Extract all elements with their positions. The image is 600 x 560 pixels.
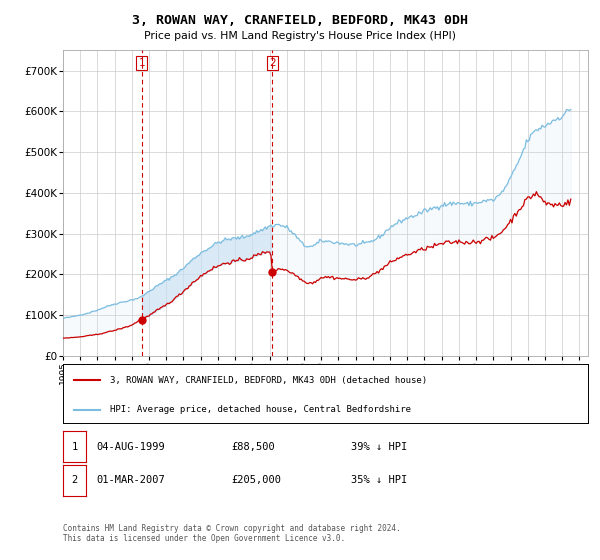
Text: 39% ↓ HPI: 39% ↓ HPI [351, 442, 407, 451]
Text: HPI: Average price, detached house, Central Bedfordshire: HPI: Average price, detached house, Cent… [110, 405, 411, 414]
Text: Contains HM Land Registry data © Crown copyright and database right 2024.
This d: Contains HM Land Registry data © Crown c… [63, 524, 401, 543]
Text: Price paid vs. HM Land Registry's House Price Index (HPI): Price paid vs. HM Land Registry's House … [144, 31, 456, 41]
Text: 01-MAR-2007: 01-MAR-2007 [96, 475, 165, 485]
Text: £88,500: £88,500 [231, 442, 275, 451]
Text: 2: 2 [269, 58, 276, 68]
Text: 35% ↓ HPI: 35% ↓ HPI [351, 475, 407, 485]
Text: 1: 1 [139, 58, 145, 68]
Text: £205,000: £205,000 [231, 475, 281, 485]
Text: 1: 1 [71, 442, 77, 451]
Text: 3, ROWAN WAY, CRANFIELD, BEDFORD, MK43 0DH: 3, ROWAN WAY, CRANFIELD, BEDFORD, MK43 0… [132, 14, 468, 27]
Text: 3, ROWAN WAY, CRANFIELD, BEDFORD, MK43 0DH (detached house): 3, ROWAN WAY, CRANFIELD, BEDFORD, MK43 0… [110, 376, 427, 385]
Text: 2: 2 [71, 475, 77, 485]
Text: 04-AUG-1999: 04-AUG-1999 [96, 442, 165, 451]
